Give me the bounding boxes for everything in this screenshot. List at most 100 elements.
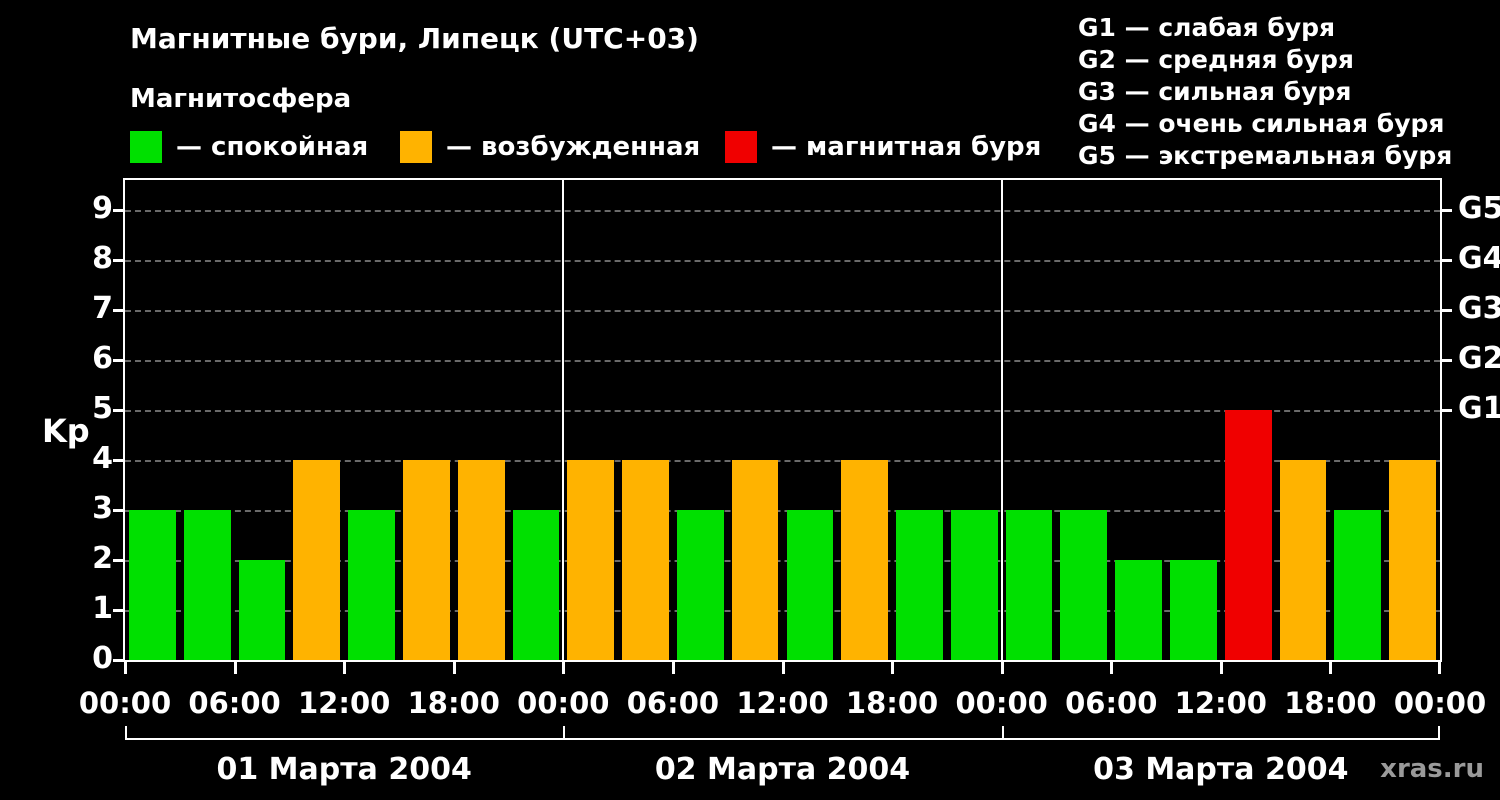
day-bracket-line xyxy=(125,738,1440,740)
x-time-label: 18:00 xyxy=(407,686,500,720)
y-tick-label-1: 1 xyxy=(92,591,113,626)
gridline-kp-4 xyxy=(125,460,1440,462)
legend-label-excited: — возбужденная xyxy=(446,132,701,162)
g-tick-mark xyxy=(1442,309,1452,312)
x-time-label: 00:00 xyxy=(955,686,1048,720)
storm-scale-g3: G3 — сильная буря xyxy=(1078,77,1352,106)
g-tick-mark xyxy=(1442,359,1452,362)
day-label: 03 Марта 2004 xyxy=(1093,752,1349,787)
y-tick-mark xyxy=(113,609,123,612)
x-tick-mark xyxy=(452,662,456,674)
y-tick-mark xyxy=(113,409,123,412)
x-time-label: 18:00 xyxy=(845,686,939,720)
x-tick-mark xyxy=(1110,662,1114,674)
x-tick-mark xyxy=(1438,662,1441,674)
legend-label-quiet: — спокойная xyxy=(176,132,369,162)
kp-bar xyxy=(841,460,889,660)
x-tick-mark xyxy=(1329,662,1333,674)
day-label: 01 Марта 2004 xyxy=(216,752,472,787)
kp-bar xyxy=(238,560,286,660)
y-tick-mark xyxy=(113,259,123,262)
kp-bar xyxy=(1115,560,1163,660)
kp-bar xyxy=(129,510,176,660)
x-time-label-end: 00:00 xyxy=(1393,686,1487,720)
x-time-label: 00:00 xyxy=(78,686,172,720)
kp-bar xyxy=(457,460,505,660)
g-tick-mark xyxy=(1442,209,1452,212)
y-tick-label-0: 0 xyxy=(92,641,113,676)
excited-color-swatch xyxy=(400,131,432,163)
day-separator xyxy=(562,180,565,660)
kp-bar xyxy=(1334,510,1382,660)
kp-bar xyxy=(622,460,669,660)
kp-bar xyxy=(402,460,450,660)
y-tick-mark xyxy=(113,659,123,662)
kp-bar xyxy=(348,510,395,660)
y-tick-mark xyxy=(113,559,123,562)
x-time-label: 06:00 xyxy=(1065,686,1158,720)
kp-bar xyxy=(786,510,834,660)
g-scale-label-G3: G3 xyxy=(1458,291,1500,326)
x-time-label: 12:00 xyxy=(736,686,829,720)
x-time-label: 06:00 xyxy=(188,686,281,720)
y-tick-label-5: 5 xyxy=(92,391,113,426)
x-time-label: 12:00 xyxy=(1174,686,1267,720)
legend-item-storm: — магнитная буря xyxy=(725,131,1041,163)
kp-bar xyxy=(676,510,724,660)
storm-color-swatch xyxy=(725,131,757,163)
quiet-color-swatch xyxy=(130,131,162,163)
y-tick-label-8: 8 xyxy=(92,241,113,276)
g-scale-label-G2: G2 xyxy=(1458,341,1500,376)
kp-bar xyxy=(896,510,943,660)
g-tick-mark xyxy=(1442,409,1452,412)
y-tick-label-6: 6 xyxy=(92,341,113,376)
kp-bar xyxy=(183,510,231,660)
day-label: 02 Марта 2004 xyxy=(654,752,911,787)
gridline-kp-6 xyxy=(125,360,1440,362)
legend-item-quiet: — спокойная xyxy=(130,131,368,163)
storm-scale-legend: G1 — слабая буря G2 — средняя буря G3 — … xyxy=(1078,12,1452,172)
x-time-label: 06:00 xyxy=(626,686,720,720)
legend-label-storm: — магнитная буря xyxy=(771,132,1042,162)
x-tick-mark xyxy=(891,662,895,674)
gridline-kp-2 xyxy=(125,560,1440,562)
y-tick-label-7: 7 xyxy=(92,291,113,326)
gridline-kp-5 xyxy=(125,410,1440,412)
day-bracket-tick xyxy=(563,726,566,740)
kp-bar xyxy=(293,460,341,660)
kp-bar xyxy=(1170,560,1217,660)
gridline-kp-7 xyxy=(125,310,1440,312)
g-scale-label-G5: G5 xyxy=(1458,191,1500,226)
kp-bar xyxy=(1005,510,1053,660)
y-tick-label-4: 4 xyxy=(92,441,113,476)
y-tick-label-9: 9 xyxy=(92,191,113,226)
x-time-label: 18:00 xyxy=(1284,686,1377,720)
y-tick-mark xyxy=(113,509,123,512)
x-tick-mark xyxy=(124,662,127,674)
x-time-label: 00:00 xyxy=(517,686,610,720)
day-separator xyxy=(1000,180,1003,660)
y-tick-label-2: 2 xyxy=(92,541,113,576)
magnetosphere-label: Магнитосфера xyxy=(130,84,352,114)
g-scale-label-G1: G1 xyxy=(1458,391,1500,426)
kp-bar xyxy=(1060,510,1108,660)
x-tick-mark xyxy=(781,662,785,674)
kp-bar xyxy=(1224,410,1272,660)
y-tick-mark xyxy=(113,309,123,312)
y-tick-mark xyxy=(113,359,123,362)
gridline-kp-3 xyxy=(125,510,1440,512)
x-tick-mark xyxy=(1219,662,1223,674)
x-tick-mark xyxy=(671,662,675,674)
gridline-kp-9 xyxy=(125,210,1440,212)
x-tick-mark xyxy=(562,662,566,674)
y-tick-label-3: 3 xyxy=(92,491,113,526)
x-tick-mark xyxy=(343,662,347,674)
day-bracket-tick xyxy=(1001,726,1004,740)
storm-scale-g2: G2 — средняя буря xyxy=(1078,45,1354,74)
day-bracket-tick xyxy=(1438,726,1440,740)
y-axis-title: Kp xyxy=(42,412,90,450)
y-tick-mark xyxy=(113,209,123,212)
kp-bar xyxy=(950,510,998,660)
kp-bar xyxy=(1389,460,1436,660)
